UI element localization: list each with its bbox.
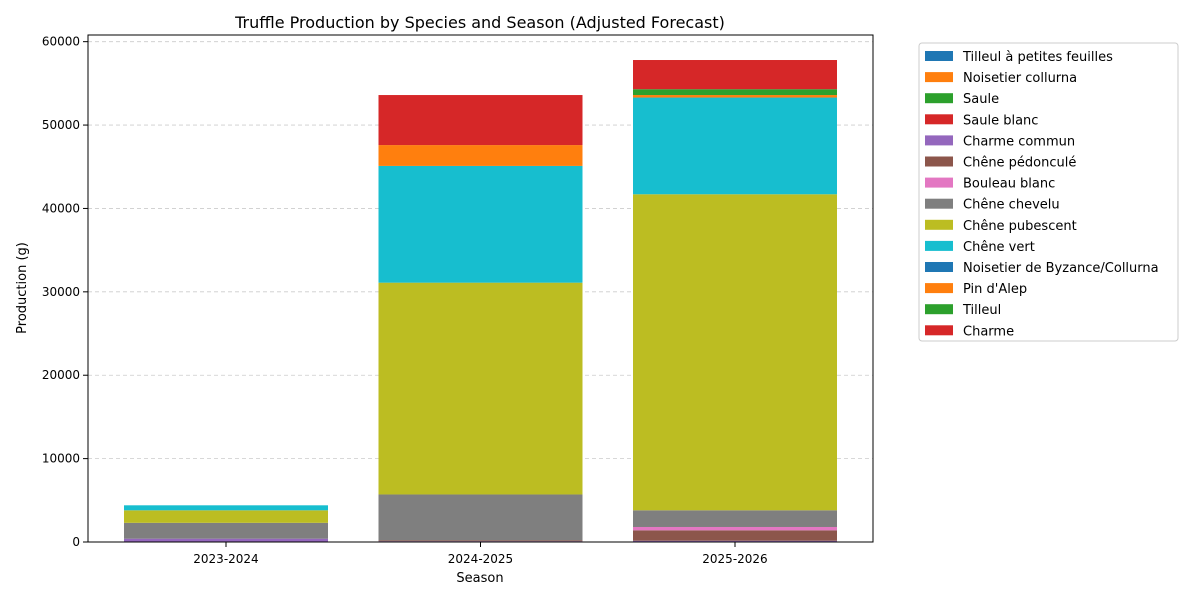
- legend: Tilleul à petites feuilles Noisetier coll…: [918, 42, 1179, 342]
- bar-segment: [378, 95, 583, 146]
- legend-label: Tilleul à petites feuilles: [962, 50, 1113, 65]
- legend-swatch: [925, 114, 953, 125]
- legend-swatch: [925, 72, 953, 83]
- legend-label: Tilleul: [962, 303, 1001, 318]
- legend-label: Pin d'Alep: [963, 282, 1027, 297]
- bar-segment: [124, 505, 328, 511]
- legend-label: Charme: [963, 324, 1014, 339]
- legend-label: Chêne vert: [963, 240, 1035, 255]
- bar-segment: [633, 95, 837, 98]
- legend-swatch: [925, 325, 953, 336]
- y-tick-label: 40000: [42, 201, 80, 215]
- bar-segment: [633, 526, 837, 531]
- legend-label: Noisetier collurna: [963, 71, 1077, 86]
- legend-swatch: [925, 198, 953, 209]
- bar-segment: [633, 510, 837, 527]
- legend-box: [918, 42, 1179, 342]
- legend-swatch: [925, 156, 953, 167]
- legend-swatch: [925, 51, 953, 61]
- bar-segment: [124, 522, 328, 539]
- bar-segment: [124, 510, 328, 523]
- bar-segment: [633, 97, 837, 195]
- legend-swatch: [925, 240, 953, 251]
- bar-segment: [633, 60, 837, 90]
- x-tick-label: 2023-2024: [193, 552, 258, 566]
- bar-segment: [633, 540, 837, 542]
- bar-segment: [378, 494, 583, 541]
- legend-swatch: [925, 135, 953, 146]
- legend-label: Chêne pédonculé: [963, 156, 1076, 171]
- bar-segment: [633, 194, 837, 511]
- legend-label: Chêne chevelu: [963, 198, 1060, 213]
- chart-title: Truffle Production by Species and Season…: [234, 13, 725, 32]
- bar-segment: [378, 282, 583, 495]
- legend-label: Saule blanc: [963, 113, 1038, 128]
- legend-label: Noisetier de Byzance/Collurna: [963, 261, 1159, 276]
- x-tick-label: 2025-2026: [702, 552, 767, 566]
- bar-segment: [633, 530, 837, 541]
- y-tick-label: 10000: [42, 452, 80, 466]
- y-axis: 0 10000 20000 30000 40000 50000 60000: [42, 35, 88, 549]
- x-axis: 2023-2024 2024-2025 2025-2026: [193, 542, 768, 566]
- legend-swatch: [925, 283, 953, 294]
- legend-label: Bouleau blanc: [963, 177, 1055, 192]
- legend-label: Saule: [963, 92, 999, 107]
- legend-swatch: [925, 304, 953, 315]
- y-tick-label: 0: [72, 535, 80, 549]
- bar-segment: [633, 89, 837, 96]
- bar-segment: [378, 145, 583, 166]
- bar-segment: [378, 165, 583, 283]
- bar-segment: [124, 538, 328, 542]
- y-tick-label: 30000: [42, 285, 80, 299]
- legend-label: Chêne pubescent: [963, 219, 1077, 234]
- legend-swatch: [925, 219, 953, 230]
- bars: [124, 60, 837, 542]
- x-axis-label: Season: [456, 571, 503, 586]
- legend-label: Charme commun: [963, 134, 1075, 149]
- legend-swatch: [925, 262, 953, 272]
- legend-swatch: [925, 177, 953, 188]
- x-tick-label: 2024-2025: [448, 552, 513, 566]
- legend-swatch: [925, 93, 953, 104]
- y-tick-label: 20000: [42, 368, 80, 382]
- y-tick-label: 50000: [42, 118, 80, 132]
- y-axis-label: Production (g): [15, 242, 30, 334]
- bar-segment: [378, 540, 583, 542]
- y-tick-label: 60000: [42, 35, 80, 49]
